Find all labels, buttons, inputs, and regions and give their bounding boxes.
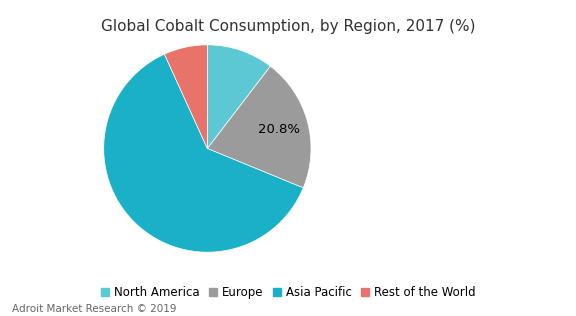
Wedge shape <box>207 66 311 188</box>
Wedge shape <box>207 45 270 149</box>
Legend: North America, Europe, Asia Pacific, Rest of the World: North America, Europe, Asia Pacific, Res… <box>96 281 480 304</box>
Text: 20.8%: 20.8% <box>259 123 301 136</box>
Wedge shape <box>104 54 303 252</box>
Text: Global Cobalt Consumption, by Region, 2017 (%): Global Cobalt Consumption, by Region, 20… <box>101 19 475 34</box>
Text: Adroit Market Research © 2019: Adroit Market Research © 2019 <box>12 304 176 314</box>
Wedge shape <box>164 45 207 149</box>
